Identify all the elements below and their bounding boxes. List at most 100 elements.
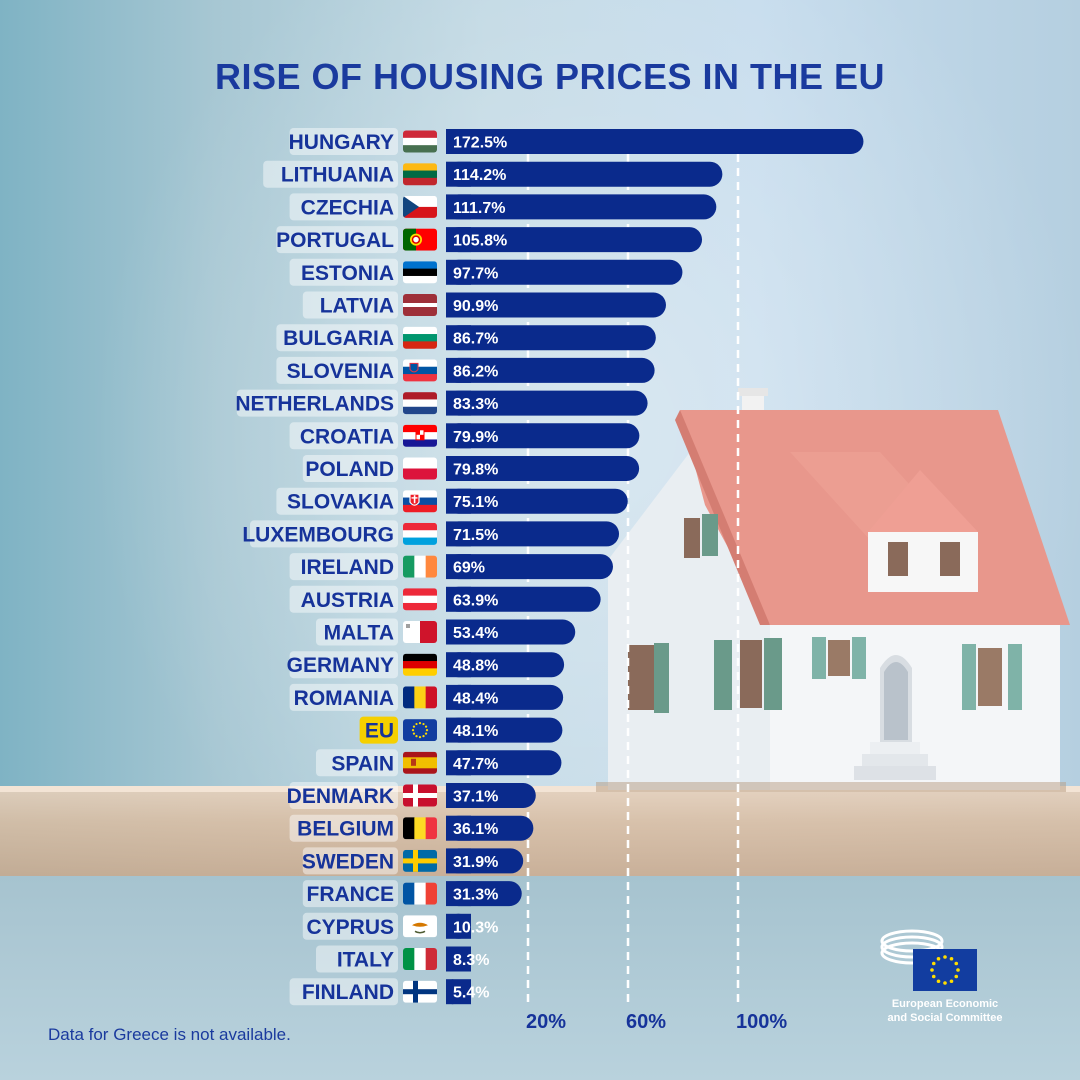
bar-netherlands: [446, 390, 648, 416]
bar-bulgaria: [446, 325, 656, 351]
value-labels: 172.5% 114.2% 111.7% 105.8% 97.7% 90.9% 86.7% 8…: [453, 135, 507, 1002]
country-label-bg: [302, 912, 398, 940]
bar-left-cap: [446, 586, 471, 612]
value-label: 83.3%: [453, 396, 498, 413]
malta-flag-icon: [403, 621, 437, 643]
country-label: ROMANIA: [294, 687, 394, 710]
bar-romania: [446, 684, 564, 710]
value-label: 31.3%: [453, 887, 498, 904]
ireland-flag-icon: [403, 555, 437, 578]
country-label-bg: [302, 880, 398, 908]
country-label: MALTA: [324, 622, 394, 645]
bar-slovenia: [446, 357, 655, 383]
bar-left-cap: [446, 717, 471, 743]
bar-left-cap: [446, 815, 471, 841]
france-flag-icon: [403, 882, 437, 905]
bar-left-cap: [446, 456, 471, 481]
bar-ireland: [446, 554, 613, 580]
country-label: BELGIUM: [297, 818, 394, 841]
bar-malta: [446, 619, 576, 645]
eesc-name-line1: European Economic: [891, 998, 999, 1010]
bar-left-cap: [446, 946, 471, 972]
bar-poland: [446, 456, 640, 481]
country-label-bg: [289, 193, 398, 221]
value-label: 172.5%: [453, 135, 507, 152]
country-label-bg: [289, 553, 398, 581]
sweden-flag-icon: [403, 849, 437, 872]
country-label: SLOVENIA: [287, 360, 394, 383]
value-label: 10.3%: [453, 919, 498, 936]
lithuania-flag-icon: [403, 163, 437, 186]
bar-left-cap: [446, 554, 471, 580]
bar-left-cap: [446, 161, 471, 187]
tick-label: 20%: [526, 1011, 566, 1033]
country-label: LATVIA: [320, 295, 394, 318]
bar-left-cap: [446, 292, 471, 318]
bar-left-cap: [446, 881, 471, 907]
country-label: CROATIA: [300, 425, 394, 448]
latvia-flag-icon: [403, 294, 437, 316]
country-label: LITHUANIA: [281, 164, 394, 187]
country-label: ESTONIA: [301, 262, 394, 285]
country-label-bg: [302, 291, 398, 319]
bar-spain: [446, 750, 562, 776]
value-label: 111.7%: [453, 200, 506, 217]
bar-left-cap: [446, 129, 471, 154]
bar-left-cap: [446, 848, 471, 874]
country-label-bg: [289, 683, 398, 711]
value-label: 71.5%: [453, 527, 498, 544]
country-label: PORTUGAL: [276, 229, 394, 252]
bar-left-cap: [446, 259, 471, 285]
value-label: 86.7%: [453, 331, 498, 348]
bulgaria-flag-icon: [403, 326, 437, 349]
country-label-bg: [316, 749, 398, 777]
tick-label: 60%: [626, 1011, 666, 1033]
country-label-bg: [289, 585, 398, 613]
bar-left-cap: [446, 194, 471, 220]
bar-austria: [446, 586, 601, 612]
denmark-flag-icon: [403, 784, 437, 807]
bar-czechia: [446, 194, 717, 220]
country-label-bg: [276, 324, 398, 352]
cyprus-flag-icon: [403, 915, 437, 938]
country-label-bg: [289, 814, 398, 842]
country-label: SPAIN: [331, 752, 394, 775]
italy-flag-icon: [403, 948, 437, 970]
bar-left-cap: [446, 783, 471, 808]
luxembourg-flag-icon: [403, 522, 437, 545]
country-label: DENMARK: [287, 785, 394, 808]
value-label: 90.9%: [453, 298, 498, 315]
czechia-flag-icon: [403, 195, 437, 218]
bar-left-cap: [446, 488, 471, 514]
bar-left-cap: [446, 521, 471, 547]
netherlands-flag-icon: [403, 392, 437, 415]
country-label-bg: [276, 356, 398, 384]
country-label: SWEDEN: [302, 850, 394, 873]
country-label-bg: [289, 782, 398, 809]
country-label-bg: [276, 226, 398, 254]
eesc-name-line2: and Social Committee: [887, 1012, 1003, 1024]
value-label: 47.7%: [453, 756, 498, 773]
country-label-bg: [316, 618, 398, 646]
bar-luxembourg: [446, 521, 620, 547]
country-label-bg: [250, 520, 398, 548]
bars: [446, 129, 864, 1005]
value-label: 86.2%: [453, 363, 498, 380]
value-label: 63.9%: [453, 592, 498, 609]
country-label-bg: [289, 422, 398, 450]
portugal-flag-icon: [403, 228, 437, 251]
country-label-bg: [302, 847, 398, 875]
bar-left-cap: [446, 619, 471, 645]
lower-background: [0, 876, 1080, 1080]
flags: [403, 130, 437, 1003]
croatia-flag-icon: [403, 424, 437, 447]
tick-label: 100%: [736, 1011, 787, 1033]
bar-left-cap: [446, 750, 471, 776]
country-labels: HUNGARY LITHUANIA CZECHIA PORTUGAL ESTONIA LA…: [235, 128, 398, 1006]
poland-flag-icon: [403, 457, 437, 480]
country-label: HUNGARY: [289, 131, 394, 154]
belgium-flag-icon: [403, 817, 437, 840]
